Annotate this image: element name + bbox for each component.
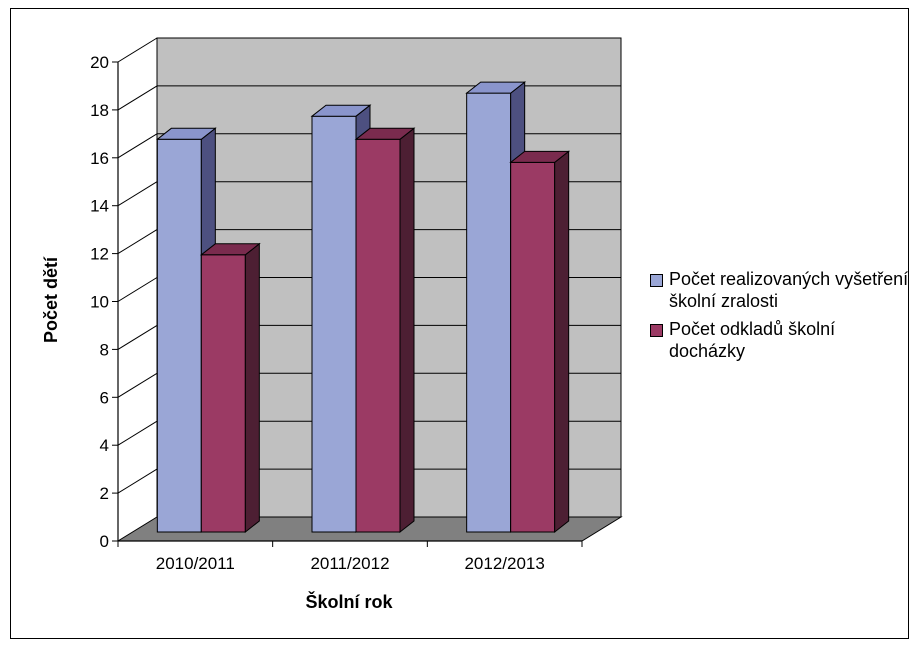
legend-item-series-1: Počet realizovaných vyšetření školní zra… [650,268,912,312]
bar-2-1-front [200,254,246,533]
bar-2-3-front [510,161,556,533]
bar-2-2-side [399,127,415,534]
x-tick-label: 2010/2011 [156,554,235,573]
bar-2-1-top [199,243,261,256]
gridline-side [117,277,158,302]
y-axis-title: Počet dětí [41,256,61,343]
bar-2-3-top [509,150,571,163]
gridline-side [117,37,158,63]
y-tick-label: 18 [90,101,109,120]
y-tick-label: 16 [90,149,109,168]
legend-label-series-2: Počet odkladů školní docházky [669,319,836,361]
chart-legend: Počet realizovaných vyšetření školní zra… [650,268,912,368]
gridline-side [117,420,158,446]
legend-swatch-series-1 [650,274,663,287]
y-tick-label: 20 [90,53,109,72]
chart-axes-layer: 0 2 4 6 8 10 12 14 16 18 20 2010/2011 2011/2012 2012/… [90,53,583,573]
x-tick-label: 2011/2012 [310,554,389,573]
y-tick-label: 2 [100,484,109,503]
bar-2-2-front [355,138,401,533]
y-tick-label: 8 [100,340,109,359]
bar-1-1-top [155,127,217,140]
bar-2-1-side [244,242,260,534]
bar-1-3-top [465,81,527,94]
chart-bars-layer [155,81,571,534]
y-tick-label: 14 [90,197,109,216]
bar-1-1-front [156,138,202,533]
gridline-side [117,229,158,255]
bar-1-2-top [310,104,372,117]
bar-1-2-front [311,115,357,533]
y-tick-label: 10 [90,293,109,312]
gridline-side [117,133,158,159]
y-tick-label: 0 [100,532,109,551]
bar-2-3-side [554,150,570,534]
x-tick-label: 2012/2013 [464,554,544,573]
gridline-side [117,468,158,494]
y-tick-label: 4 [100,436,109,455]
bar-1-3-front [466,92,512,533]
y-tick-label: 6 [100,388,109,407]
x-axis-title: Školní rok [305,591,393,612]
legend-label-series-1: Počet realizovaných vyšetření školní zra… [669,269,909,311]
gridline-side [117,372,158,398]
legend-item-series-2: Počet odkladů školní docházky [650,318,912,362]
y-tick-label: 12 [90,245,109,264]
gridline-side [117,324,158,350]
gridline-side [117,85,158,111]
legend-swatch-series-2 [650,324,663,337]
gridline-side [117,181,158,207]
bar-2-2-top [354,127,416,140]
